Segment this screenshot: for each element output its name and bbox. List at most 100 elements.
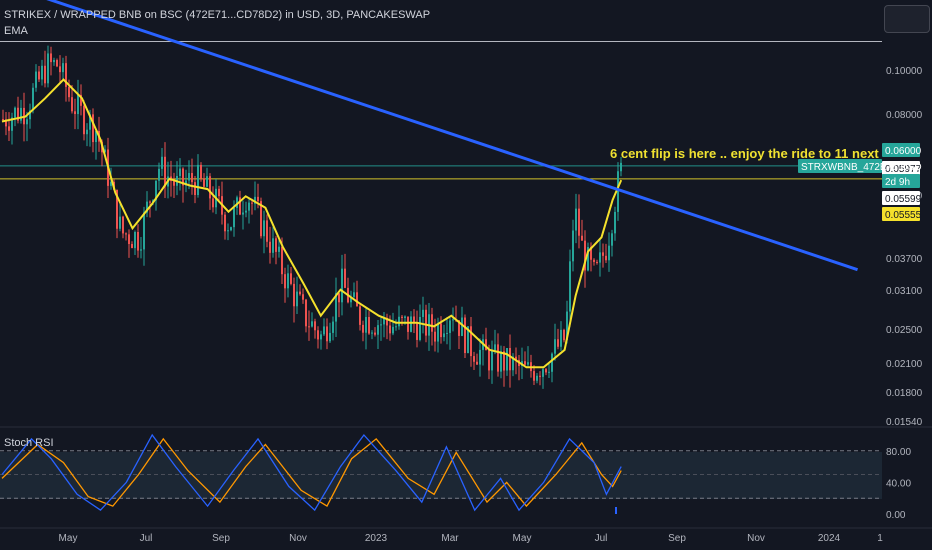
candle-body [338,293,340,303]
candle-body [593,259,595,262]
time-tick-label: May [513,533,532,544]
candle-body [359,306,361,325]
candle-body [305,299,307,327]
candle-body [65,63,67,87]
candle-body [212,198,214,208]
candle-body [602,252,604,256]
candle-body [539,375,541,377]
candle-body [62,63,64,73]
chart-annotation: 6 cent flip is here .. enjoy the ride to… [610,146,879,161]
candle-body [545,369,547,373]
candle-body [452,319,454,321]
time-tick-label: 2024 [818,533,841,544]
stoch-rsi-marker [615,507,617,514]
candle-body [341,268,343,303]
candle-body [446,332,448,334]
candle-body [230,227,232,231]
candle-body [14,107,16,118]
chart-menu-button[interactable] [884,5,930,33]
time-tick-label: May [59,533,78,544]
time-tick-label: Nov [747,533,765,544]
candle-body [494,344,496,351]
candle-body [236,197,238,208]
price-tick-label: 0.01800 [886,388,923,399]
candle-body [608,245,610,261]
candle-body [71,97,73,112]
candle-body [590,247,592,260]
candle-body [41,65,43,80]
candle-body [383,317,385,325]
candle-body [224,214,226,232]
price-label: 0.05555 [885,210,922,221]
price-label-bg [798,159,882,173]
candle-body [335,293,337,322]
price-tick-label: 0.02500 [886,325,923,336]
candle-body [128,234,130,245]
ema-legend[interactable]: EMA [4,25,28,37]
candle-body [449,320,451,333]
candle-body [443,333,445,338]
candle-body [389,325,391,334]
candle-body [497,344,499,372]
candle-body [533,371,535,381]
time-tick-label: Mar [441,533,459,544]
candle-body [233,207,235,228]
price-label: 0.05599 [885,194,922,205]
candle-body [620,162,622,172]
candle-body [599,252,601,263]
candles [2,45,622,389]
stoch-rsi-tick-label: 80.00 [886,447,911,458]
candle-body [284,274,286,289]
candle-body [158,168,160,181]
price-label-bg [882,191,920,205]
candle-body [548,371,550,373]
candle-body [251,202,253,204]
candle-body [218,188,220,197]
candle-body [179,168,181,177]
candle-body [17,107,19,121]
candle-body [206,176,208,187]
candle-body [350,296,352,303]
candle-body [563,329,565,341]
price-label: STRXWBNB_472E71.USD [801,162,922,173]
candle-body [77,94,79,115]
candle-body [611,233,613,246]
candle-body [149,201,151,203]
candle-body [470,326,472,357]
candle-body [560,329,562,347]
stoch-rsi-tick-label: 0.00 [886,510,906,521]
candle-body [326,326,328,342]
price-label-bg [882,174,920,188]
candle-body [488,350,490,371]
candle-body [173,181,175,186]
candle-body [380,324,382,326]
candle-body [260,201,262,237]
candle-body [104,149,106,153]
candle-body [515,356,517,360]
candle-body [509,348,511,371]
candle-body [323,326,325,335]
candle-body [302,294,304,300]
candle-body [47,53,49,84]
candle-body [5,119,7,127]
stoch-rsi-legend[interactable]: Stoch RSI [4,437,54,449]
candle-body [464,317,466,354]
candle-body [491,350,493,371]
candle-body [245,210,247,213]
candle-body [53,60,55,63]
candle-body [401,316,403,318]
candle-body [308,326,310,328]
candle-body [422,309,424,317]
time-tick-label: Nov [289,533,307,544]
candle-body [95,130,97,143]
candle-body [320,334,322,340]
candle-body [134,232,136,249]
candle-body [356,292,358,307]
candle-body [2,119,4,121]
candle-body [317,330,319,340]
candle-body [386,317,388,326]
candle-body [566,311,568,341]
candle-body [473,356,475,362]
price-label: 2d 9h [885,177,910,188]
